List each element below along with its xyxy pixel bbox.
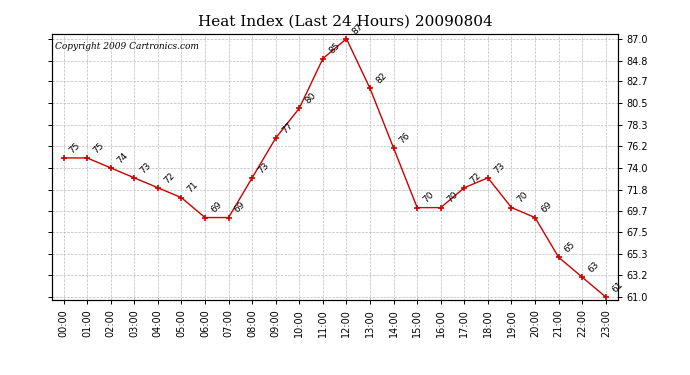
Text: 69: 69 [539, 200, 553, 215]
Text: 69: 69 [209, 200, 224, 215]
Text: 63: 63 [586, 260, 601, 274]
Text: 61: 61 [610, 280, 624, 294]
Text: Copyright 2009 Cartronics.com: Copyright 2009 Cartronics.com [55, 42, 199, 51]
Text: 87: 87 [351, 21, 365, 36]
Text: 71: 71 [186, 180, 200, 195]
Text: 70: 70 [515, 190, 530, 205]
Text: 76: 76 [397, 131, 412, 145]
Text: 75: 75 [91, 141, 106, 155]
Text: 70: 70 [445, 190, 460, 205]
Text: 73: 73 [139, 160, 153, 175]
Text: 77: 77 [280, 121, 295, 135]
Text: 80: 80 [304, 91, 318, 105]
Text: 69: 69 [233, 200, 247, 215]
Text: 73: 73 [492, 160, 506, 175]
Text: 73: 73 [256, 160, 270, 175]
Text: 82: 82 [374, 71, 388, 86]
Text: 75: 75 [68, 141, 82, 155]
Text: 70: 70 [422, 190, 436, 205]
Text: 72: 72 [469, 171, 483, 185]
Text: 74: 74 [115, 151, 129, 165]
Text: Heat Index (Last 24 Hours) 20090804: Heat Index (Last 24 Hours) 20090804 [197, 15, 493, 29]
Text: 72: 72 [162, 171, 177, 185]
Text: 85: 85 [327, 41, 342, 56]
Text: 65: 65 [563, 240, 578, 255]
